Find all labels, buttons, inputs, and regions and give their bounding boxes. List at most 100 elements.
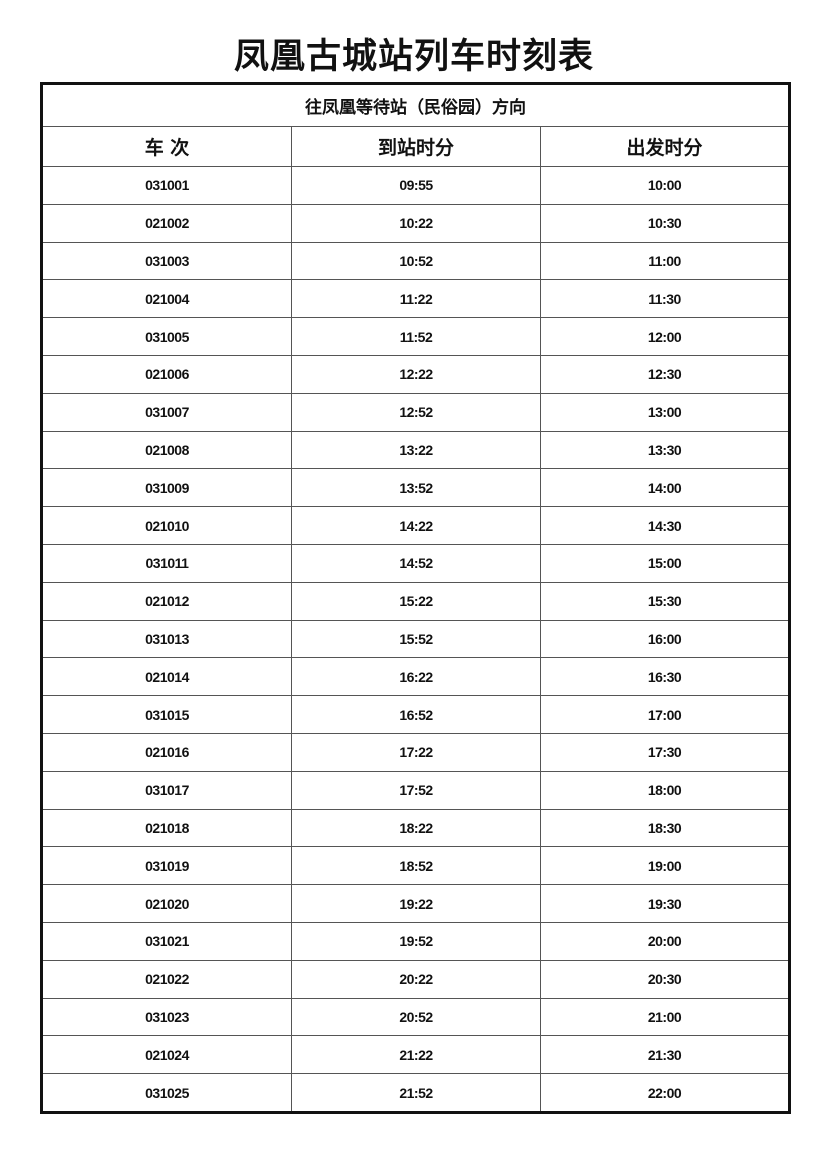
train-number-cell: 031001: [41, 166, 292, 205]
table-row: 031007 12:52 13:00: [41, 392, 791, 432]
train-number-cell: 031013: [41, 619, 292, 659]
train-number-cell: 021016: [41, 732, 292, 772]
table-row: 021002 10:22 10:30: [41, 203, 791, 243]
departure-time-cell: 13:30: [539, 430, 791, 470]
table-row: 021018 18:22 18:30: [41, 808, 791, 848]
table-row: 021012 15:22 15:30: [41, 581, 791, 621]
departure-time-cell: 19:30: [539, 884, 791, 923]
table-row: 021016 17:22 17:30: [41, 732, 791, 772]
train-number-cell: 031015: [41, 695, 292, 734]
departure-time-cell: 14:30: [539, 506, 791, 545]
train-number-cell: 031007: [41, 392, 292, 432]
departure-time-cell: 17:30: [539, 732, 791, 772]
arrival-time-cell: 17:22: [291, 732, 541, 772]
table-row: 031021 19:52 20:00: [41, 921, 791, 961]
train-number-cell: 021020: [41, 884, 292, 923]
table-row: 031017 17:52 18:00: [41, 770, 791, 810]
departure-time-cell: 19:00: [539, 846, 791, 886]
arrival-time-cell: 15:52: [291, 619, 541, 659]
train-number-cell: 021022: [41, 959, 292, 999]
train-number-cell: 021010: [41, 506, 292, 545]
table-row: 021004 11:22 11:30: [41, 279, 791, 319]
departure-time-cell: 18:00: [539, 770, 791, 810]
train-number-cell: 031021: [41, 921, 292, 961]
table-row: 031023 20:52 21:00: [41, 997, 791, 1037]
arrival-time-cell: 09:55: [291, 166, 541, 205]
arrival-time-cell: 10:52: [291, 241, 541, 281]
departure-time-cell: 21:00: [539, 997, 791, 1037]
departure-time-cell: 17:00: [539, 695, 791, 734]
train-number-cell: 031005: [41, 317, 292, 356]
arrival-time-cell: 14:52: [291, 543, 541, 583]
arrival-time-cell: 14:22: [291, 506, 541, 545]
train-number-cell: 021008: [41, 430, 292, 470]
arrival-time-cell: 19:52: [291, 921, 541, 961]
table-row: 021010 14:22 14:30: [41, 506, 791, 545]
arrival-time-cell: 18:52: [291, 846, 541, 886]
departure-time-cell: 16:00: [539, 619, 791, 659]
arrival-time-cell: 19:22: [291, 884, 541, 923]
train-number-cell: 021024: [41, 1035, 292, 1075]
train-number-cell: 021002: [41, 203, 292, 243]
table-row: 031001 09:55 10:00: [41, 166, 791, 205]
departure-time-cell: 16:30: [539, 657, 791, 697]
arrival-time-cell: 12:22: [291, 354, 541, 394]
table-row: 031009 13:52 14:00: [41, 468, 791, 508]
table-row: 031013 15:52 16:00: [41, 619, 791, 659]
departure-time-cell: 13:00: [539, 392, 791, 432]
train-number-cell: 021012: [41, 581, 292, 621]
departure-time-cell: 22:00: [539, 1073, 791, 1113]
column-header-arrival-time: 到站时分: [291, 126, 541, 167]
table-row: 031025 21:52 22:00: [41, 1073, 791, 1113]
arrival-time-cell: 20:52: [291, 997, 541, 1037]
table-row: 021024 21:22 21:30: [41, 1035, 791, 1075]
arrival-time-cell: 21:22: [291, 1035, 541, 1075]
train-number-cell: 031017: [41, 770, 292, 810]
direction-header: 往凤凰等待站（民俗园）方向: [40, 83, 791, 127]
arrival-time-cell: 17:52: [291, 770, 541, 810]
arrival-time-cell: 12:52: [291, 392, 541, 432]
train-number-cell: 021004: [41, 279, 292, 319]
table-row: 031011 14:52 15:00: [41, 543, 791, 583]
arrival-time-cell: 16:52: [291, 695, 541, 734]
arrival-time-cell: 21:52: [291, 1073, 541, 1113]
train-number-cell: 021018: [41, 808, 292, 848]
departure-time-cell: 20:30: [539, 959, 791, 999]
arrival-time-cell: 11:52: [291, 317, 541, 356]
arrival-time-cell: 20:22: [291, 959, 541, 999]
table-row: 021006 12:22 12:30: [41, 354, 791, 394]
departure-time-cell: 12:00: [539, 317, 791, 356]
departure-time-cell: 20:00: [539, 921, 791, 961]
arrival-time-cell: 10:22: [291, 203, 541, 243]
train-number-cell: 031009: [41, 468, 292, 508]
train-number-cell: 031023: [41, 997, 292, 1037]
arrival-time-cell: 13:22: [291, 430, 541, 470]
timetable: 往凤凰等待站（民俗园）方向 车 次 到站时分 出发时分 031001 09:55 1…: [40, 82, 792, 1114]
table-row: 031015 16:52 17:00: [41, 695, 791, 734]
column-header-departure-time: 出发时分: [539, 126, 791, 167]
train-number-cell: 031019: [41, 846, 292, 886]
arrival-time-cell: 13:52: [291, 468, 541, 508]
arrival-time-cell: 18:22: [291, 808, 541, 848]
departure-time-cell: 12:30: [539, 354, 791, 394]
table-row: 031003 10:52 11:00: [41, 241, 791, 281]
arrival-time-cell: 15:22: [291, 581, 541, 621]
table-row: 021014 16:22 16:30: [41, 657, 791, 697]
train-number-cell: 031003: [41, 241, 292, 281]
departure-time-cell: 11:00: [539, 241, 791, 281]
departure-time-cell: 15:30: [539, 581, 791, 621]
departure-time-cell: 14:00: [539, 468, 791, 508]
departure-time-cell: 15:00: [539, 543, 791, 583]
arrival-time-cell: 16:22: [291, 657, 541, 697]
column-header-train-number: 车 次: [41, 126, 292, 167]
departure-time-cell: 11:30: [539, 279, 791, 319]
table-row: 031005 11:52 12:00: [41, 317, 791, 356]
departure-time-cell: 10:00: [539, 166, 791, 205]
departure-time-cell: 10:30: [539, 203, 791, 243]
table-row: 031019 18:52 19:00: [41, 846, 791, 886]
train-number-cell: 021014: [41, 657, 292, 697]
arrival-time-cell: 11:22: [291, 279, 541, 319]
train-number-cell: 021006: [41, 354, 292, 394]
train-number-cell: 031011: [41, 543, 292, 583]
departure-time-cell: 21:30: [539, 1035, 791, 1075]
